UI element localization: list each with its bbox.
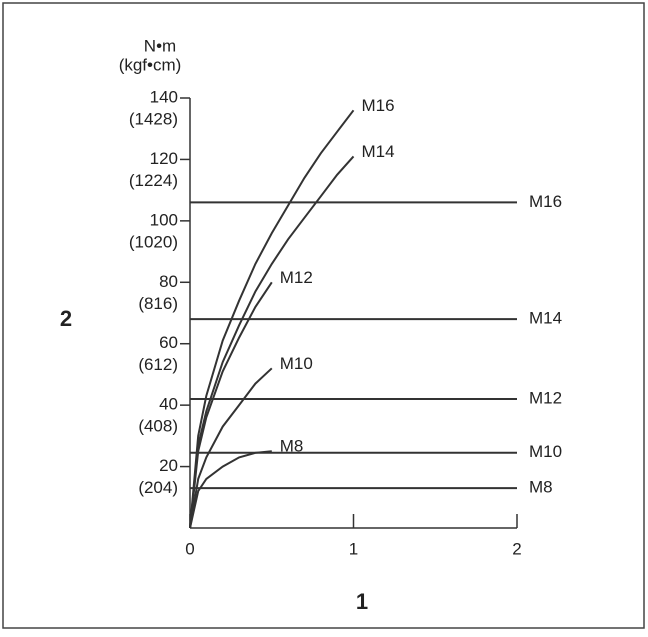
series-label: M16 [529,192,562,211]
series-label: M14 [529,309,562,328]
series-label: M10 [280,354,313,373]
series-label: M10 [529,442,562,461]
series-label: M12 [280,268,313,287]
y-tick-label: 60 [159,333,178,352]
y2-tick-label: (1428) [129,109,178,128]
y2-tick-label: (612) [138,355,178,374]
frame [2,2,645,629]
x-tick-label: 2 [512,539,521,558]
x-tick-label: 1 [349,539,358,558]
y-tick-label: 100 [150,210,178,229]
series-line [189,367,273,529]
y2-tick-label: (816) [138,294,178,313]
series-label: M14 [362,142,395,161]
series-line [189,109,355,529]
series-label: M16 [362,96,395,115]
series-label: M8 [529,478,553,497]
y2-unit: (kgf•cm) [119,55,182,74]
y2-tick-label: (1224) [129,171,178,190]
y-tick-label: 20 [159,456,178,475]
y-tick-label: 40 [159,395,178,414]
y2-tick-label: (204) [138,478,178,497]
series-label: M8 [280,437,304,456]
y-tick-label: 80 [159,272,178,291]
series-line [189,281,273,529]
y2-tick-label: (408) [138,417,178,436]
series-line [189,155,355,529]
y2-tick-label: (1020) [129,232,178,251]
series-label: M12 [529,388,562,407]
y-unit: N•m [144,36,176,55]
y-tick-label: 140 [150,87,178,106]
y-tick-label: 120 [150,149,178,168]
x-axis-label: 1 [356,589,368,614]
y-axis-label: 2 [60,306,72,331]
x-tick-label: 0 [185,539,194,558]
